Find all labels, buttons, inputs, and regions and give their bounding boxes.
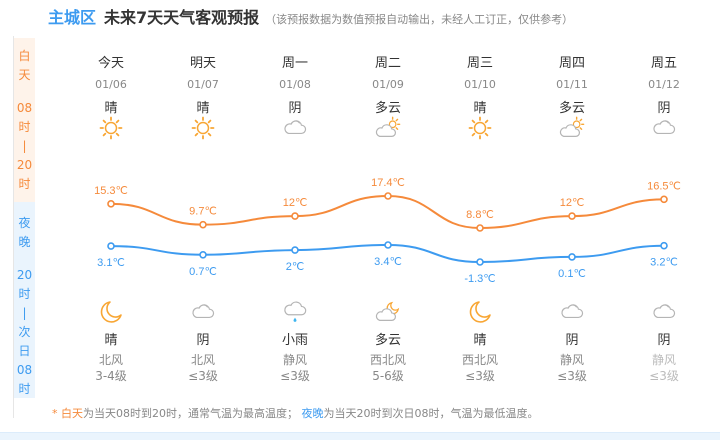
svg-text:8.8℃: 8.8℃ bbox=[466, 209, 494, 221]
wind-direction: 西北风 bbox=[369, 353, 406, 367]
wind-direction: 北风 bbox=[98, 353, 123, 367]
wind-level: ≤3级 bbox=[649, 369, 679, 383]
moon-icon bbox=[434, 300, 526, 324]
side-label-night: 夜晚 20 时 | 次日 08 时 bbox=[14, 202, 35, 398]
day-name: 周三 bbox=[466, 56, 493, 71]
forecast-header: 主城区 未来7天天气客观预报 （该预报数据为数值预报自动输出，未经人工订正，仅供… bbox=[48, 4, 573, 32]
footnote: * 白天为当天08时到20时，通常气温为最高温度； 夜晚为当天20时到次日08时… bbox=[52, 407, 539, 420]
side-label-day: 白天 08 时 | 20 时 bbox=[14, 38, 35, 202]
day-date: 01/08 bbox=[279, 78, 311, 91]
svg-text:9.7℃: 9.7℃ bbox=[189, 206, 217, 218]
sun-icon bbox=[434, 116, 526, 140]
wind-direction: 静风 bbox=[282, 353, 307, 367]
wind-level: ≤3级 bbox=[280, 369, 310, 383]
day-name: 周二 bbox=[374, 56, 401, 71]
cloud-icon bbox=[526, 300, 618, 324]
footnote-night-label: 夜晚 bbox=[301, 407, 324, 420]
night-weather: 晴 bbox=[473, 333, 487, 348]
wind-level: ≤3级 bbox=[557, 369, 587, 383]
wind-level: 3-4级 bbox=[95, 369, 127, 383]
svg-text:16.5℃: 16.5℃ bbox=[647, 180, 681, 192]
day-name: 周一 bbox=[281, 56, 308, 71]
day-weather: 晴 bbox=[473, 101, 487, 116]
svg-text:0.1℃: 0.1℃ bbox=[558, 268, 586, 280]
cloud-icon bbox=[618, 116, 710, 140]
svg-text:17.4℃: 17.4℃ bbox=[371, 177, 405, 189]
day-date: 01/10 bbox=[464, 78, 496, 91]
day-weather: 晴 bbox=[196, 101, 210, 116]
day-weather: 晴 bbox=[104, 101, 118, 116]
city-name[interactable]: 主城区 bbox=[48, 8, 97, 27]
wind-direction: 北风 bbox=[190, 353, 215, 367]
left-divider bbox=[13, 36, 14, 418]
cloud-icon bbox=[157, 300, 249, 324]
day-name: 周四 bbox=[558, 56, 585, 71]
moon-icon bbox=[65, 300, 157, 324]
svg-text:2℃: 2℃ bbox=[286, 261, 304, 273]
bottom-strip bbox=[0, 432, 720, 440]
svg-text:3.4℃: 3.4℃ bbox=[374, 256, 402, 268]
partly-cloudy-night-icon bbox=[342, 300, 434, 324]
wind-level: ≤3级 bbox=[465, 369, 495, 383]
svg-text:15.3℃: 15.3℃ bbox=[94, 185, 128, 197]
footnote-day-label: 白天 bbox=[61, 407, 83, 420]
wind-direction: 西北风 bbox=[461, 353, 498, 367]
day-weather: 阴 bbox=[288, 101, 302, 116]
day-date: 01/06 bbox=[95, 78, 127, 91]
page-title: 未来7天天气客观预报 bbox=[104, 8, 260, 27]
svg-text:3.2℃: 3.2℃ bbox=[650, 257, 678, 269]
day-weather: 多云 bbox=[558, 101, 585, 116]
cloud-icon bbox=[249, 116, 341, 140]
night-weather: 晴 bbox=[104, 333, 118, 348]
night-weather: 阴 bbox=[196, 333, 210, 348]
day-date: 01/12 bbox=[648, 78, 680, 91]
night-weather: 小雨 bbox=[281, 333, 308, 348]
sun-icon bbox=[157, 116, 249, 140]
night-weather: 阴 bbox=[565, 333, 579, 348]
day-date: 01/09 bbox=[372, 78, 404, 91]
sun-icon bbox=[65, 116, 157, 140]
cloud-icon bbox=[618, 300, 710, 324]
night-weather: 阴 bbox=[657, 333, 671, 348]
svg-text:12℃: 12℃ bbox=[560, 197, 585, 209]
wind-level: 5-6级 bbox=[372, 369, 404, 383]
light-rain-icon bbox=[249, 300, 341, 324]
partly-cloudy-day-icon bbox=[526, 116, 618, 140]
day-name: 周五 bbox=[650, 56, 677, 71]
night-weather: 多云 bbox=[374, 333, 401, 348]
wind-direction: 静风 bbox=[651, 353, 676, 367]
day-weather: 阴 bbox=[657, 101, 671, 116]
svg-text:3.1℃: 3.1℃ bbox=[97, 257, 125, 269]
day-date: 01/11 bbox=[556, 78, 588, 91]
day-name: 明天 bbox=[189, 56, 216, 71]
svg-text:0.7℃: 0.7℃ bbox=[189, 266, 217, 278]
wind-level: ≤3级 bbox=[188, 369, 218, 383]
wind-direction: 静风 bbox=[559, 353, 584, 367]
disclaimer-note: （该预报数据为数值预报自动输出，未经人工订正，仅供参考） bbox=[265, 13, 574, 26]
svg-text:12℃: 12℃ bbox=[283, 197, 308, 209]
partly-cloudy-day-icon bbox=[342, 116, 434, 140]
day-date: 01/07 bbox=[187, 78, 219, 91]
day-name: 今天 bbox=[97, 56, 124, 71]
svg-text:-1.3℃: -1.3℃ bbox=[464, 273, 495, 285]
day-weather: 多云 bbox=[374, 101, 401, 116]
